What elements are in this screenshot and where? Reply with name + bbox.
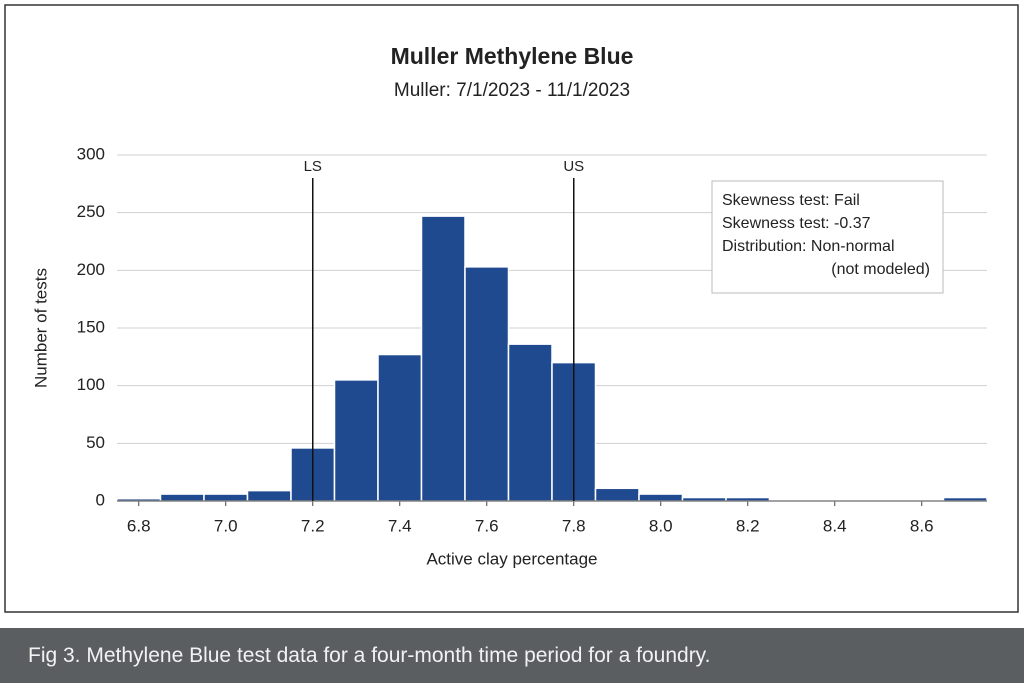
- y-axis-title: Number of tests: [31, 268, 50, 388]
- x-tick-label: 7.4: [388, 516, 412, 535]
- x-axis-title: Active clay percentage: [426, 549, 597, 568]
- y-tick-label: 300: [77, 144, 105, 163]
- bar: [464, 266, 510, 502]
- annotation-text: Skewness test: -0.37: [722, 215, 871, 232]
- bar: [420, 215, 466, 502]
- spec-label: LS: [304, 158, 322, 175]
- bar: [507, 343, 553, 502]
- x-tick-label: 8.4: [823, 516, 847, 535]
- frame: [4, 4, 1019, 613]
- annotation-box: [711, 180, 944, 294]
- y-tick-label: 50: [86, 433, 105, 452]
- x-tick-label: 7.8: [562, 516, 586, 535]
- y-tick-label: 0: [96, 490, 105, 509]
- bar: [681, 496, 727, 502]
- bar: [159, 493, 205, 502]
- x-tick-label: 8.0: [649, 516, 673, 535]
- annotation-text: Distribution: Non-normal: [722, 238, 895, 255]
- x-tick-label: 8.2: [736, 516, 760, 535]
- spec-label: US: [563, 158, 584, 175]
- x-tick-label: 6.8: [127, 516, 151, 535]
- x-tick-label: 7.0: [214, 516, 238, 535]
- y-tick-label: 100: [77, 375, 105, 394]
- chart-title: Muller Methylene Blue: [391, 43, 634, 69]
- bar: [333, 379, 379, 502]
- bar: [203, 493, 249, 502]
- bar: [377, 353, 423, 502]
- x-tick-label: 8.6: [910, 516, 934, 535]
- x-tick-label: 7.6: [475, 516, 499, 535]
- bar: [942, 496, 988, 502]
- bar: [638, 493, 684, 502]
- chart: Muller Methylene Blue Muller: 7/1/2023 -…: [4, 4, 1019, 613]
- x-tick-label: 7.2: [301, 516, 325, 535]
- bar: [246, 489, 292, 502]
- annotation-text: (not modeled): [831, 261, 930, 278]
- annotation-text: Skewness test: Fail: [722, 192, 860, 209]
- y-tick-label: 250: [77, 202, 105, 221]
- bar: [594, 487, 640, 502]
- bar: [725, 496, 771, 502]
- chart-subtitle: Muller: 7/1/2023 - 11/1/2023: [394, 80, 630, 101]
- caption: Fig 3. Methylene Blue test data for a fo…: [0, 628, 1024, 683]
- y-tick-label: 200: [77, 260, 105, 279]
- y-tick-label: 150: [77, 317, 105, 336]
